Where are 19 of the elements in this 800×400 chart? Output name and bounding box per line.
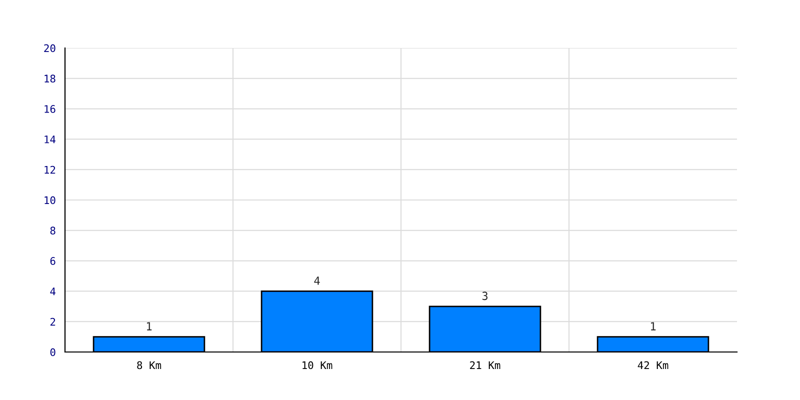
data-label: 4 [314,276,320,285]
y-tick-label: 10 [44,196,56,204]
y-tick-label: 0 [50,348,56,356]
y-tick-label: 20 [44,44,56,52]
x-tick-label: 10 Km [302,361,332,370]
x-tick-label: 8 Km [137,361,162,370]
y-tick-label: 16 [44,105,56,113]
x-tick-label: 21 Km [470,361,500,369]
y-tick-label: 12 [44,166,56,174]
data-label: 1 [146,322,152,330]
y-tick-label: 6 [50,257,56,265]
x-tick-label: 42 Km [638,361,668,369]
data-label: 1 [650,322,656,330]
y-tick-label: 8 [50,226,56,235]
y-tick-label: 4 [50,288,56,296]
y-tick-label: 18 [44,74,56,83]
y-tick-label: 2 [50,318,56,326]
data-label: 3 [482,292,488,300]
y-tick-label: 14 [44,136,56,144]
